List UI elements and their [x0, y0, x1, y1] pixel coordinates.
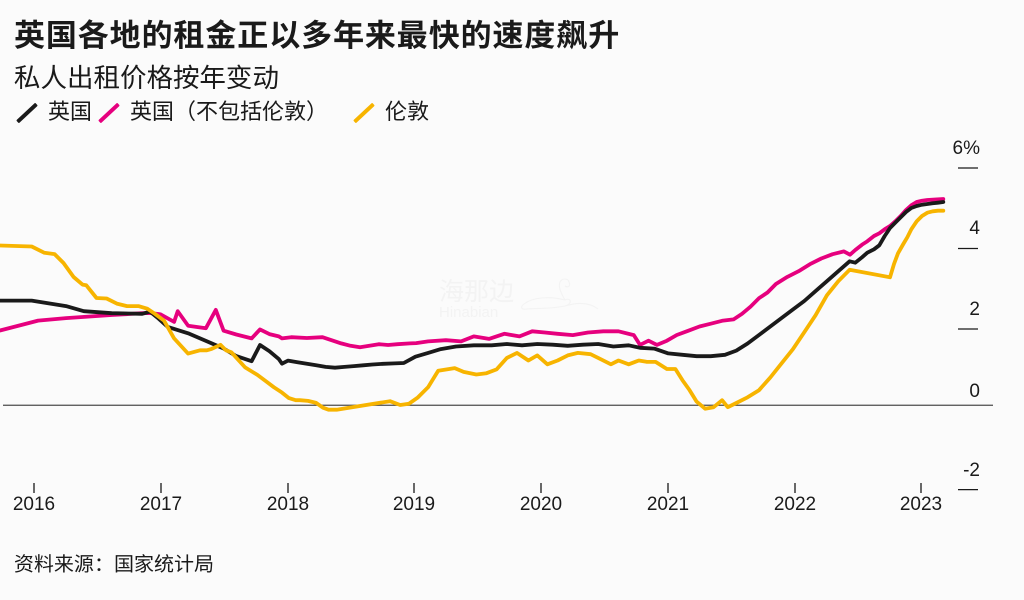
svg-text:Hinabian: Hinabian — [439, 304, 498, 321]
svg-text:海那边: 海那边 — [439, 278, 514, 306]
